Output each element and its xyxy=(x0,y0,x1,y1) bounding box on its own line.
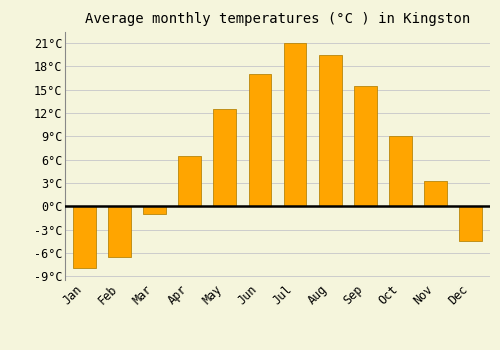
Bar xyxy=(460,206,482,241)
Bar xyxy=(214,109,236,206)
Bar xyxy=(143,206,166,214)
Bar xyxy=(389,136,412,206)
Bar xyxy=(178,156,201,206)
Bar xyxy=(248,74,272,206)
Bar xyxy=(319,55,342,206)
Bar xyxy=(73,206,96,268)
Bar xyxy=(108,206,131,257)
Bar xyxy=(284,43,306,206)
Bar xyxy=(354,86,376,206)
Title: Average monthly temperatures (°C ) in Kingston: Average monthly temperatures (°C ) in Ki… xyxy=(85,12,470,26)
Bar xyxy=(424,181,447,206)
